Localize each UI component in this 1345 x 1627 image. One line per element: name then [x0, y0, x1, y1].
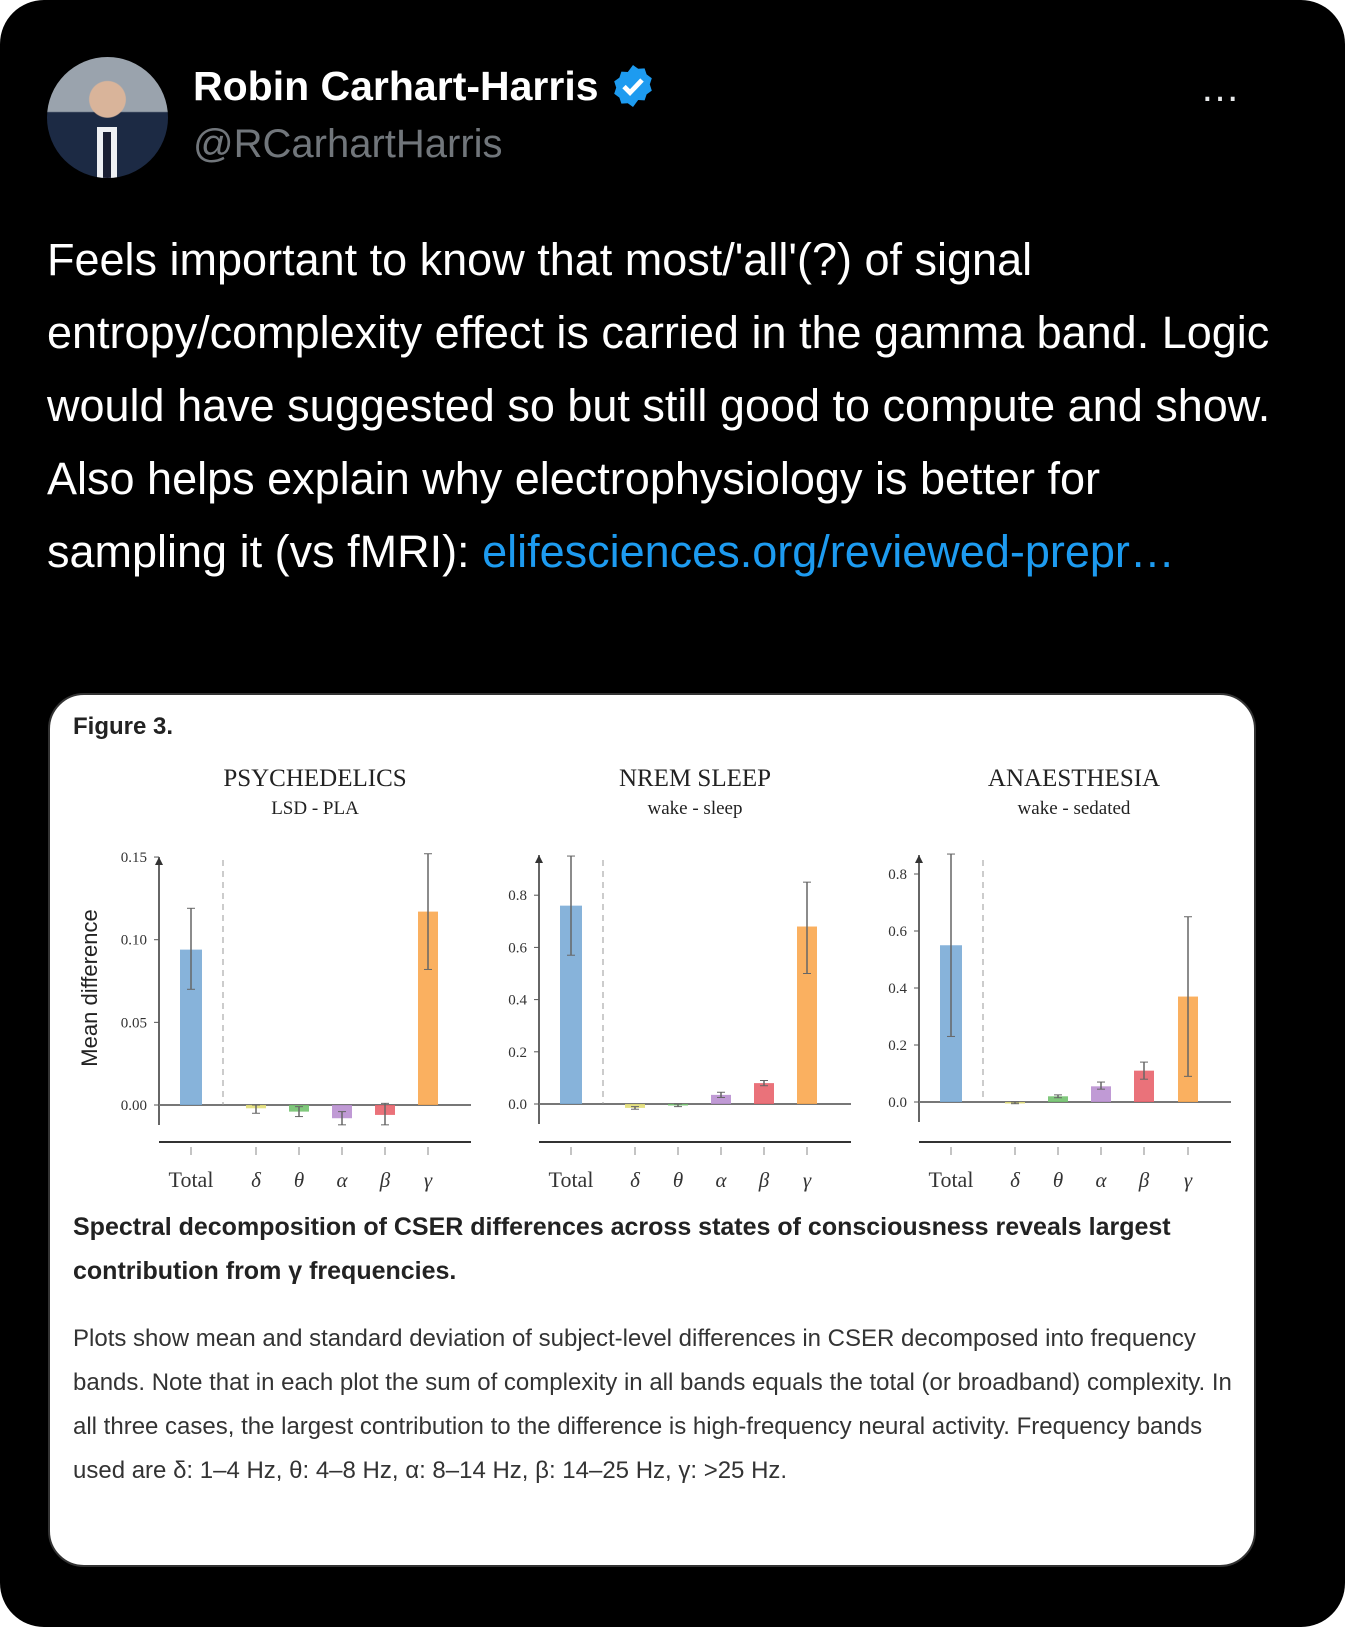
y-tick-label: 0.4: [508, 993, 527, 1009]
x-tick-label: δ: [251, 1168, 262, 1192]
panel-subtitle: wake - sleep: [647, 798, 743, 819]
x-tick-label: Total: [549, 1167, 594, 1192]
bar-Total: [560, 905, 582, 1104]
x-tick-label: Total: [929, 1167, 974, 1192]
y-tick-label: 0.00: [121, 1098, 147, 1114]
x-tick-label: δ: [1010, 1168, 1021, 1192]
tweet-link[interactable]: elifesciences.org/reviewed-prepr…: [482, 526, 1175, 577]
x-tick-label: θ: [1053, 1168, 1063, 1192]
y-tick-label: 0.05: [121, 1015, 147, 1031]
bar-θ: [1048, 1096, 1068, 1102]
bar-β: [754, 1083, 774, 1104]
y-tick-label: 0.0: [888, 1095, 907, 1111]
author-handle[interactable]: @RCarhartHarris: [193, 122, 503, 166]
x-tick-label: θ: [673, 1168, 683, 1192]
y-tick-label: 0.8: [888, 867, 907, 883]
x-tick-label: θ: [294, 1168, 304, 1192]
y-axis-arrow: [915, 855, 923, 863]
bar-γ: [797, 926, 817, 1104]
y-tick-label: 0.6: [508, 940, 527, 956]
y-tick-label: 0.8: [508, 888, 527, 904]
x-tick-label: α: [1095, 1168, 1107, 1192]
bar-α: [1091, 1086, 1111, 1102]
y-tick-label: 0.4: [888, 981, 907, 997]
y-tick-label: 0.2: [888, 1038, 907, 1054]
bar-Total: [180, 949, 202, 1105]
panel-subtitle: LSD - PLA: [271, 798, 359, 819]
x-tick-label: α: [715, 1168, 727, 1192]
figure-label: Figure 3.: [73, 713, 174, 740]
y-tick-label: 0.10: [121, 933, 147, 949]
x-tick-label: Total: [169, 1167, 214, 1192]
panel-title: NREM SLEEP: [618, 765, 772, 792]
bar-β: [1134, 1070, 1154, 1102]
y-axis-arrow: [535, 855, 543, 863]
y-tick-label: 0.0: [508, 1097, 527, 1113]
panel-subtitle: wake - sedated: [1017, 798, 1131, 819]
x-tick-label: β: [1138, 1168, 1150, 1192]
more-options-icon[interactable]: …: [1200, 66, 1242, 110]
bar-δ: [625, 1104, 645, 1108]
panel-title: PSYCHEDELICS: [223, 765, 407, 792]
y-tick-label: 0.15: [121, 850, 147, 866]
author-name-text: Robin Carhart-Harris: [193, 62, 599, 109]
x-tick-label: γ: [424, 1168, 433, 1192]
author-name[interactable]: Robin Carhart-Harris: [193, 62, 657, 110]
x-tick-label: α: [336, 1168, 348, 1192]
x-tick-label: γ: [1184, 1168, 1193, 1192]
panel-title: ANAESTHESIA: [987, 765, 1161, 792]
figure-description: Plots show mean and standard deviation o…: [73, 1325, 1232, 1484]
x-tick-label: δ: [630, 1168, 641, 1192]
y-axis-arrow: [155, 857, 163, 865]
x-tick-label: β: [379, 1168, 391, 1192]
tweet-body: Feels important to know that most/'all'(…: [47, 234, 1271, 577]
charts: 0.00 0.05 0.10 0.15 Total δ θ α β γ 0.0 0.2 0.4 0.6 0.…: [121, 850, 1231, 1192]
avatar[interactable]: [47, 57, 168, 178]
y-tick-label: 0.6: [888, 924, 907, 940]
verified-badge-icon: [613, 65, 652, 107]
figure-caption: Spectral decomposition of CSER differenc…: [73, 1213, 1171, 1285]
bar-γ: [418, 911, 438, 1105]
y-tick-label: 0.2: [508, 1045, 527, 1061]
x-tick-label: γ: [803, 1168, 812, 1192]
bar-α: [711, 1094, 731, 1104]
x-tick-label: β: [758, 1168, 770, 1192]
tweet-text: Feels important to know that most/'all'(…: [47, 223, 1277, 588]
figure-image[interactable]: Figure 3. PSYCHEDELICS LSD - PLA NREM SL…: [48, 693, 1256, 1567]
